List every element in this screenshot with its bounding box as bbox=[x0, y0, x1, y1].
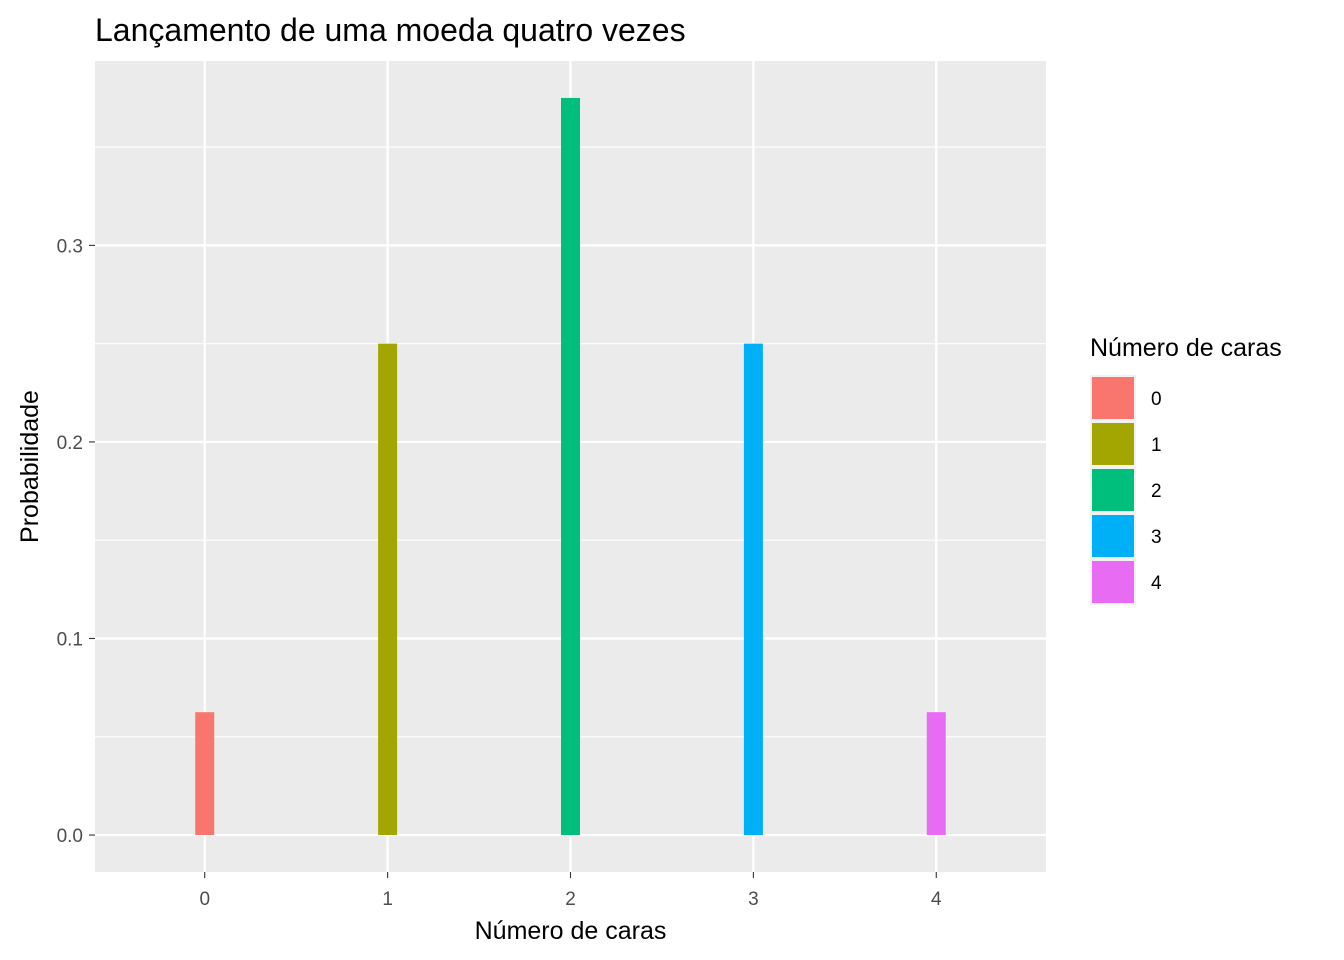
legend-label-4: 4 bbox=[1151, 573, 1162, 594]
legend-label-1: 1 bbox=[1151, 435, 1162, 456]
bar-0 bbox=[195, 712, 215, 836]
legend-label-2: 2 bbox=[1151, 481, 1162, 502]
y-tick-label: 0.2 bbox=[57, 433, 83, 454]
legend-label-3: 3 bbox=[1151, 527, 1162, 548]
legend-swatch-4 bbox=[1092, 561, 1134, 603]
x-tick-label: 1 bbox=[382, 889, 393, 910]
bars bbox=[195, 97, 946, 836]
legend-swatch-1 bbox=[1092, 423, 1134, 465]
x-tick-label: 3 bbox=[748, 889, 759, 910]
legend-items: 0 1 2 3 4 bbox=[1090, 375, 1162, 605]
bar-2 bbox=[561, 97, 580, 836]
chart-title: Lançamento de uma moeda quatro vezes bbox=[95, 12, 686, 48]
legend-label-0: 0 bbox=[1151, 389, 1162, 410]
legend-title: Número de caras bbox=[1090, 334, 1282, 362]
x-tick-label: 4 bbox=[931, 889, 942, 910]
x-axis-title: Número de caras bbox=[475, 917, 667, 945]
bar-3 bbox=[743, 343, 763, 836]
bar-1 bbox=[378, 343, 398, 836]
legend-swatch-3 bbox=[1092, 515, 1134, 557]
legend-swatch-0 bbox=[1092, 377, 1134, 419]
y-tick-label: 0.1 bbox=[57, 629, 83, 650]
y-axis-title: Probabilidade bbox=[16, 390, 44, 543]
y-axis-ticks: 0.0 0.1 0.2 0.3 bbox=[57, 236, 95, 847]
y-tick-label: 0.0 bbox=[57, 826, 83, 847]
legend: Número de caras 0 1 2 3 4 bbox=[1090, 334, 1282, 605]
bar-4 bbox=[926, 712, 946, 836]
x-tick-label: 0 bbox=[199, 889, 210, 910]
y-tick-label: 0.3 bbox=[57, 236, 83, 257]
legend-swatch-2 bbox=[1092, 469, 1134, 511]
x-tick-label: 2 bbox=[565, 889, 576, 910]
x-axis-ticks: 0 1 2 3 4 bbox=[199, 872, 942, 910]
